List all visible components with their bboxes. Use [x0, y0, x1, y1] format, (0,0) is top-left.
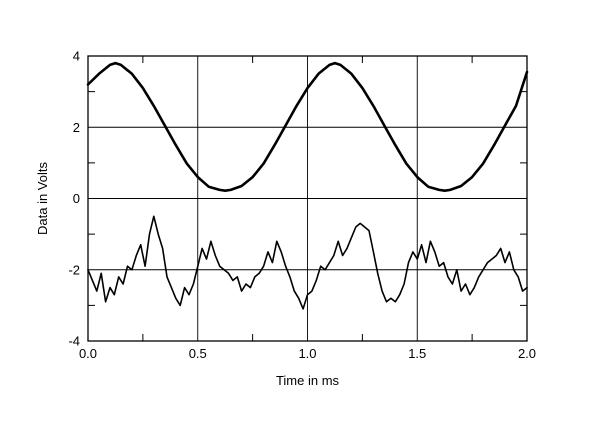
x-axis-title: Time in ms	[276, 373, 340, 388]
y-tick-label: 0	[73, 191, 80, 206]
series-1-line	[86, 61, 529, 192]
y-tick-label: -2	[68, 262, 80, 277]
y-tick-label: 2	[73, 120, 80, 135]
x-tick-label: 2.0	[518, 346, 536, 361]
series-2-line	[87, 215, 528, 310]
x-tick-label: 0.5	[189, 346, 207, 361]
y-tick-label: 4	[73, 49, 80, 64]
series-layer	[86, 61, 529, 310]
y-tick-label: -4	[68, 334, 80, 349]
x-tick-label: 0.0	[79, 346, 97, 361]
y-axis-title: Data in Volts	[35, 162, 50, 235]
x-tick-label: 1.0	[298, 346, 316, 361]
y-tick-labels: -4 -2 0 2 4	[68, 49, 80, 349]
plot-frame	[87, 55, 528, 342]
gridlines	[88, 56, 527, 341]
x-tick-labels: 0.0 0.5 1.0 1.5 2.0	[79, 346, 536, 361]
x-tick-label: 1.5	[408, 346, 426, 361]
